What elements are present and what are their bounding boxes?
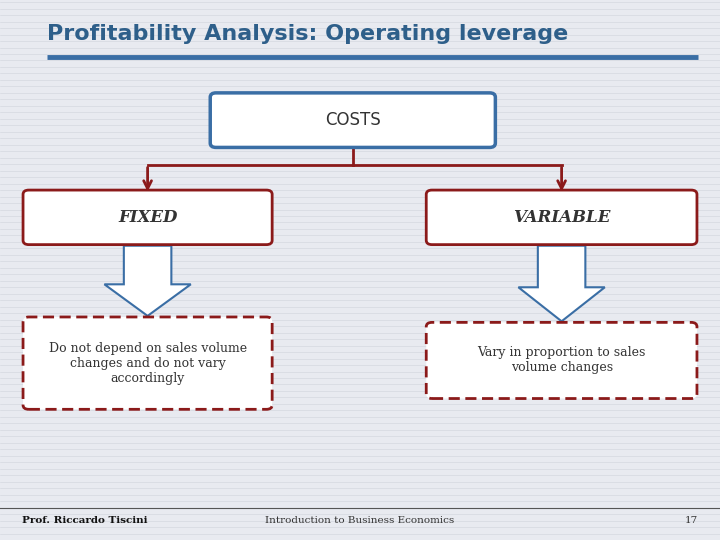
Text: VARIABLE: VARIABLE	[513, 209, 611, 226]
FancyBboxPatch shape	[426, 322, 697, 399]
Text: Profitability Analysis: Operating leverage: Profitability Analysis: Operating levera…	[47, 24, 568, 44]
FancyBboxPatch shape	[210, 93, 495, 147]
Text: FIXED: FIXED	[118, 209, 177, 226]
Polygon shape	[104, 246, 191, 316]
Text: 17: 17	[685, 516, 698, 525]
Text: Do not depend on sales volume
changes and do not vary
accordingly: Do not depend on sales volume changes an…	[48, 342, 247, 384]
Polygon shape	[518, 246, 605, 321]
Text: Prof. Riccardo Tiscini: Prof. Riccardo Tiscini	[22, 516, 147, 525]
FancyBboxPatch shape	[426, 190, 697, 245]
Text: COSTS: COSTS	[325, 111, 381, 129]
Text: Vary in proportion to sales
volume changes: Vary in proportion to sales volume chang…	[477, 347, 646, 374]
FancyBboxPatch shape	[23, 317, 272, 409]
Text: Introduction to Business Economics: Introduction to Business Economics	[266, 516, 454, 525]
FancyBboxPatch shape	[23, 190, 272, 245]
